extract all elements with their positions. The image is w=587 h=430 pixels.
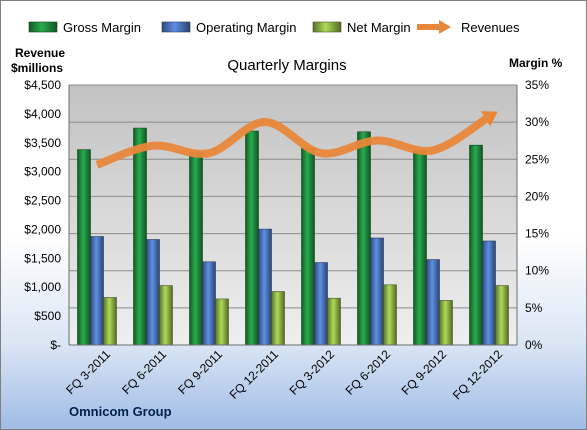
x-tick-label: FQ 9-2011: [175, 347, 225, 397]
y-right-tick-label: 30%: [525, 115, 549, 129]
legend: Gross Margin Operating Margin Net Margin Re…: [28, 20, 520, 35]
y-left-tick-label: $3,500: [24, 136, 61, 150]
x-tick-label: FQ 3-2011: [63, 347, 113, 397]
bar-net-margin: [103, 297, 117, 346]
company-footer: Omnicom Group: [69, 404, 172, 419]
bar-gross-margin: [77, 149, 91, 346]
legend-swatch: [161, 21, 191, 33]
bar-gross-margin: [245, 130, 259, 346]
legend-swatch: [28, 21, 58, 33]
chart-title: Quarterly Margins: [227, 57, 346, 74]
y-left-tick-label: $500: [34, 309, 61, 323]
revenues-line-arrowhead: [480, 111, 498, 127]
x-tick-label: FQ 3-2012: [287, 347, 338, 398]
bar-gross-margin: [469, 144, 483, 346]
line-series: [95, 111, 498, 169]
bar-net-margin: [383, 284, 397, 346]
legend-arrow: [439, 20, 451, 34]
bar-operating-margin: [146, 239, 160, 346]
x-tick-label: FQ 6-2011: [119, 347, 169, 397]
y-right-tick-label: 25%: [525, 152, 549, 166]
y-right-tick-label: 35%: [525, 78, 549, 92]
bar-net-margin: [439, 300, 453, 346]
y-right-tick-label: 15%: [525, 227, 549, 241]
revenues-line: [95, 113, 492, 169]
bar-operating-margin: [258, 228, 272, 346]
legend-label: Gross Margin: [63, 20, 141, 35]
bar-net-margin: [159, 285, 173, 346]
x-tick-label: FQ 12-2012: [450, 347, 505, 402]
y-right-tick-label: 20%: [525, 189, 549, 203]
y-left-axis-title-line1: Revenue: [15, 46, 65, 60]
bar-operating-margin: [314, 262, 328, 346]
y-left-axis-title-line2: $millions: [11, 61, 63, 75]
bar-gross-margin: [357, 131, 371, 346]
bar-operating-margin: [482, 240, 496, 346]
bar-net-margin: [495, 285, 509, 346]
y-right-axis-title: Margin %: [509, 56, 563, 70]
y-right-tick-label: 0%: [525, 338, 543, 352]
bar-operating-margin: [90, 236, 104, 346]
y-left-tick-label: $4,000: [24, 107, 61, 121]
y-right-tick-label: 5%: [525, 301, 543, 315]
y-left-tick-label: $1,000: [24, 280, 61, 294]
legend-label: Operating Margin: [196, 20, 296, 35]
y-left-tick-label: $3,000: [24, 165, 61, 179]
bar-gross-margin: [301, 147, 315, 346]
y-left-tick-label: $2,500: [24, 194, 61, 208]
bar-gross-margin: [189, 152, 203, 346]
bar-net-margin: [215, 298, 229, 346]
bar-series: [77, 127, 509, 346]
y-left-tick-label: $-: [50, 338, 61, 352]
bar-net-margin: [271, 291, 285, 346]
x-tick-label: FQ 9-2012: [399, 347, 450, 398]
x-tick-label: FQ 12-2011: [227, 347, 282, 402]
legend-label: Net Margin: [347, 20, 411, 35]
bar-net-margin: [327, 297, 341, 346]
x-tick-label: FQ 6-2012: [343, 347, 394, 398]
y-right-tick-label: 10%: [525, 264, 549, 278]
y-left-tick-label: $2,000: [24, 222, 61, 236]
legend-swatch: [312, 21, 342, 33]
bar-gross-margin: [413, 150, 427, 346]
bar-operating-margin: [426, 259, 440, 346]
bar-gross-margin: [133, 127, 147, 346]
legend-label: Revenues: [461, 20, 520, 35]
y-left-tick-label: $4,500: [24, 78, 61, 92]
bar-operating-margin: [370, 237, 384, 346]
y-left-tick-label: $1,500: [24, 251, 61, 265]
bar-operating-margin: [202, 261, 216, 346]
